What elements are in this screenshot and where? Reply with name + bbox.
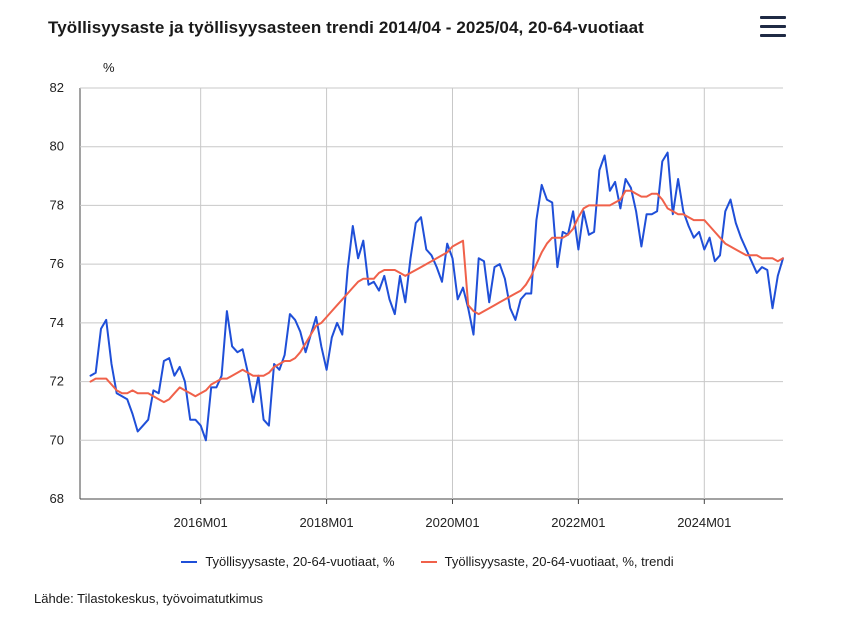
x-tick-label: 2022M01	[551, 515, 605, 530]
x-tick-label: 2016M01	[174, 515, 228, 530]
chart-series	[89, 151, 784, 442]
y-tick-label: 72	[50, 374, 64, 389]
source-note: Lähde: Tilastokeskus, työvoimatutkimus	[34, 591, 264, 606]
y-tick-label: 68	[50, 491, 64, 506]
y-tick-label: 78	[50, 197, 64, 212]
y-tick-label: 70	[50, 432, 64, 447]
legend-item-employment-trend[interactable]: Työllisyysaste, 20-64-vuotiaat, %, trend…	[420, 554, 674, 569]
chart-legend: Työllisyysaste, 20-64-vuotiaat, % Työlli…	[0, 554, 855, 569]
y-axis-ticks: 68 70 72 74 76 78 80 82	[50, 80, 64, 506]
series-line-employment-trend	[89, 189, 784, 404]
y-tick-label: 80	[50, 139, 64, 154]
legend-swatch-red	[420, 560, 437, 563]
y-axis-unit-label: %	[103, 60, 115, 75]
y-tick-label: 82	[50, 80, 64, 95]
legend-swatch-blue	[181, 560, 198, 563]
legend-label: Työllisyysaste, 20-64-vuotiaat, %	[205, 554, 395, 569]
legend-item-employment-rate[interactable]: Työllisyysaste, 20-64-vuotiaat, %	[181, 554, 395, 569]
y-tick-label: 76	[50, 256, 64, 271]
x-tick-label: 2018M01	[299, 515, 353, 530]
chart-title: Työllisyysaste ja työllisyysasteen trend…	[48, 18, 644, 37]
chart-grid	[79, 87, 783, 504]
series-line-employment-rate	[89, 151, 784, 442]
x-tick-label: 2020M01	[425, 515, 479, 530]
y-tick-label: 74	[50, 315, 64, 330]
legend-label: Työllisyysaste, 20-64-vuotiaat, %, trend…	[444, 554, 674, 569]
hamburger-menu-icon[interactable]	[760, 16, 786, 38]
x-tick-label: 2024M01	[677, 515, 731, 530]
x-axis-ticks: 2016M01 2018M01 2020M01 2022M01 2024M01	[174, 515, 732, 530]
